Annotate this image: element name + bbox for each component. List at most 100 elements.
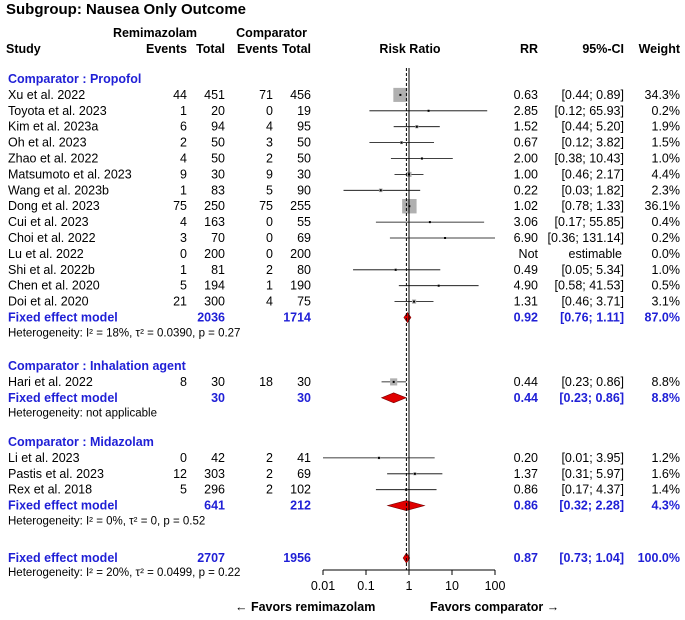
ci-value: [0.12; 65.93] <box>554 104 624 118</box>
events-comparator: 2 <box>266 483 273 497</box>
events-remimazolam: 1 <box>180 104 187 118</box>
weight-value: 36.1% <box>645 199 680 213</box>
weight-value: 0.5% <box>652 279 681 293</box>
rr-value: 0.67 <box>514 136 538 150</box>
study-name: Shi et al. 2022b <box>8 263 95 277</box>
total-remimazolam: 20 <box>211 104 225 118</box>
header-events-1: Events <box>146 42 187 56</box>
ci-value: [0.44; 0.89] <box>561 88 624 102</box>
total-comparator: 50 <box>297 136 311 150</box>
point-estimate <box>379 189 382 192</box>
study-name: Doi et al. 2020 <box>8 295 89 309</box>
x-tick-label: 1 <box>406 579 413 593</box>
total-comparator: 80 <box>297 263 311 277</box>
study-name: Oh et al. 2023 <box>8 136 87 150</box>
weight-value: 1.4% <box>652 483 681 497</box>
weight-value: 0.0% <box>652 247 681 261</box>
heterogeneity-text: Heterogeneity: I² = 0%, τ² = 0, p = 0.52 <box>8 516 205 528</box>
pooled-ci: [0.76; 1.11] <box>560 311 624 325</box>
ci-value: estimable <box>569 247 623 261</box>
rr-value: 2.85 <box>514 104 538 118</box>
pooled-weight: 87.0% <box>645 311 680 325</box>
header-weight: Weight <box>639 42 681 56</box>
pooled-ci: [0.32; 2.28] <box>559 499 624 513</box>
ci-value: [0.46; 3.71] <box>561 295 624 309</box>
events-remimazolam: 3 <box>180 231 187 245</box>
point-estimate <box>392 380 395 383</box>
weight-value: 0.4% <box>652 215 681 229</box>
x-tick-label: 10 <box>445 579 459 593</box>
total-remimazolam: 300 <box>204 295 225 309</box>
total-remimazolam: 30 <box>211 167 225 181</box>
total-remimazolam: 81 <box>211 263 225 277</box>
point-estimate <box>427 109 430 112</box>
ci-value: [0.31; 5.97] <box>561 467 624 481</box>
weight-value: 2.3% <box>652 183 681 197</box>
pooled-total-remimazolam: 2036 <box>197 311 225 325</box>
total-remimazolam: 50 <box>211 152 225 166</box>
total-comparator: 55 <box>297 215 311 229</box>
study-name: Cui et al. 2023 <box>8 215 89 229</box>
overall-ci: [0.73; 1.04] <box>559 551 624 565</box>
header-risk-ratio: Risk Ratio <box>379 42 440 56</box>
point-estimate <box>437 284 440 287</box>
rr-value: 4.90 <box>514 279 538 293</box>
weight-value: 1.0% <box>652 263 681 277</box>
events-remimazolam: 5 <box>180 279 187 293</box>
total-comparator: 41 <box>297 451 311 465</box>
pooled-total-comparator: 30 <box>297 391 311 405</box>
header-study: Study <box>6 42 41 56</box>
events-remimazolam: 4 <box>180 152 187 166</box>
total-remimazolam: 94 <box>211 120 225 134</box>
total-remimazolam: 42 <box>211 451 225 465</box>
events-comparator: 0 <box>266 247 273 261</box>
pooled-weight: 8.8% <box>652 391 681 405</box>
x-axis: 0.01 0.1 1 10 100 <box>311 569 505 593</box>
ci-value: [0.78; 1.33] <box>561 199 624 213</box>
pooled-total-comparator: 212 <box>290 499 311 513</box>
point-estimate <box>394 268 397 271</box>
rr-value: 0.63 <box>514 88 538 102</box>
events-remimazolam: 2 <box>180 136 187 150</box>
overall-rr: 0.87 <box>514 551 538 565</box>
events-comparator: 0 <box>266 104 273 118</box>
point-estimate <box>428 221 431 224</box>
total-comparator: 69 <box>297 231 311 245</box>
pooled-total-remimazolam: 30 <box>211 391 225 405</box>
header-total-2: Total <box>282 42 311 56</box>
study-name: Xu et al. 2022 <box>8 88 85 102</box>
ci-value: [0.38; 10.43] <box>554 152 624 166</box>
pooled-label: Fixed effect model <box>8 391 118 405</box>
total-comparator: 200 <box>290 247 311 261</box>
favors-right-label: Favors comparator → <box>430 600 559 614</box>
rr-value: 1.02 <box>514 199 538 213</box>
study-name: Pastis et al. 2023 <box>8 467 104 481</box>
header-total-1: Total <box>196 42 225 56</box>
subgroup-label: Comparator : Midazolam <box>8 435 154 449</box>
pooled-total-comparator: 1714 <box>283 311 311 325</box>
total-remimazolam: 30 <box>211 375 225 389</box>
pooled-rr: 0.44 <box>514 391 538 405</box>
weight-value: 3.1% <box>652 295 681 309</box>
pooled-total-remimazolam: 641 <box>204 499 225 513</box>
point-estimate <box>400 141 403 144</box>
events-comparator: 0 <box>266 215 273 229</box>
rr-value: 2.00 <box>514 152 538 166</box>
weight-value: 1.0% <box>652 152 681 166</box>
total-comparator: 30 <box>297 167 311 181</box>
total-remimazolam: 200 <box>204 247 225 261</box>
ci-value: [0.05; 5.34] <box>561 263 624 277</box>
point-estimate <box>415 125 418 128</box>
point-estimate <box>413 300 416 303</box>
total-comparator: 102 <box>290 483 311 497</box>
heterogeneity-text: Heterogeneity: not applicable <box>8 408 157 420</box>
weight-value: 8.8% <box>652 375 681 389</box>
total-remimazolam: 163 <box>204 215 225 229</box>
events-remimazolam: 75 <box>173 199 187 213</box>
pooled-diamond <box>380 392 407 404</box>
study-name: Rex et al. 2018 <box>8 483 92 497</box>
overall-heterogeneity-text: Heterogeneity: I² = 20%, τ² = 0.0499, p … <box>8 567 240 579</box>
events-comparator: 2 <box>266 467 273 481</box>
